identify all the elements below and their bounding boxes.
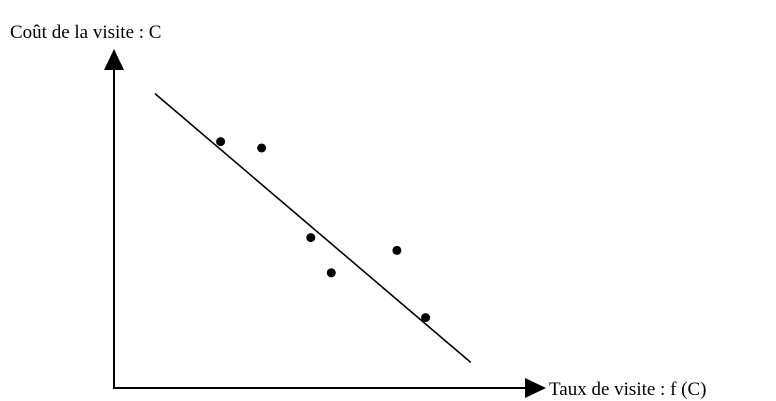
chart-marks: [154, 92, 472, 364]
axes: [104, 49, 546, 398]
y-axis-title: Coût de la visite : C: [10, 22, 161, 43]
data-point-5: [392, 245, 402, 255]
x-axis-title: Taux de visite : f (C): [549, 379, 707, 400]
data-point-2: [257, 143, 267, 153]
data-point-3: [306, 233, 316, 243]
trend-line: [154, 92, 472, 364]
y-axis-arrowhead: [104, 49, 124, 70]
data-point-4: [326, 268, 336, 278]
data-point-6: [421, 313, 431, 323]
data-point-1: [216, 137, 226, 147]
x-axis-arrowhead: [525, 378, 546, 398]
